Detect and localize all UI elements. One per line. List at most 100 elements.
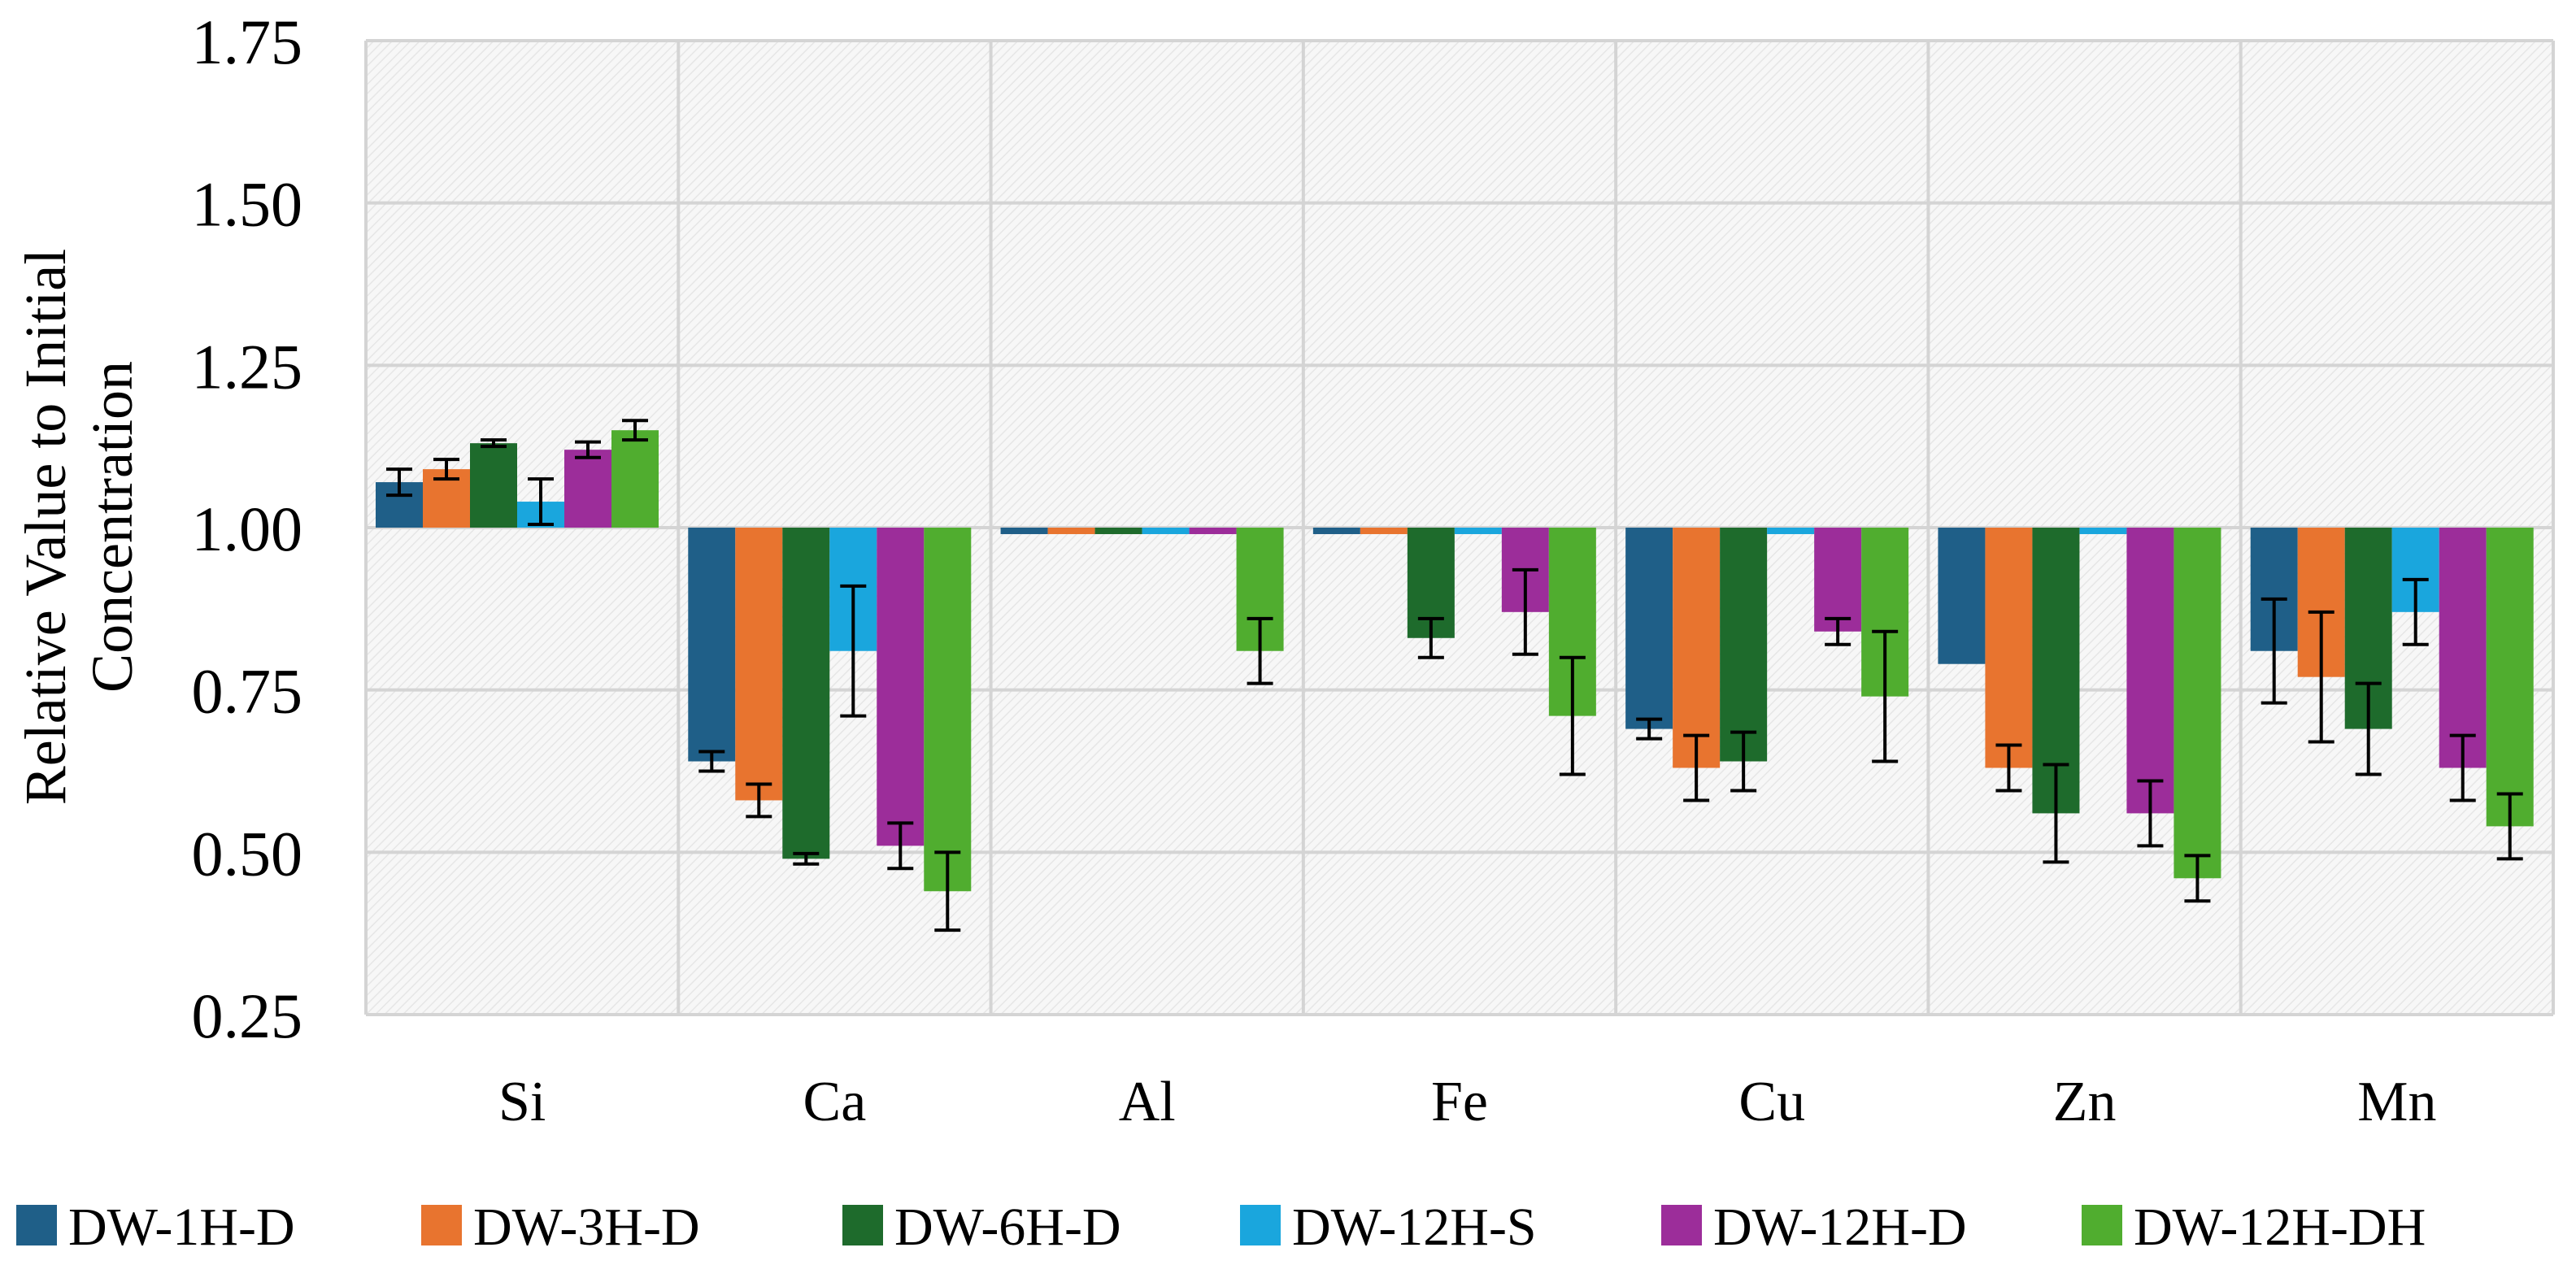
- bar-dw-12h-d-cu: [1814, 528, 1862, 632]
- error-bar-dw-12h-dh-mn: [2496, 792, 2523, 861]
- y-axis-title: Relative Value to InitialConcentration: [13, 249, 145, 806]
- legend-item-dw-6h-d: DW-6H-D: [842, 1198, 1121, 1257]
- bar-dw-12h-dh-mn: [2486, 528, 2534, 827]
- legend-item-dw-1h-d: DW-1H-D: [16, 1198, 295, 1257]
- error-bar-dw-6h-d-fe: [1417, 616, 1444, 659]
- error-bar-dw-6h-d-mn: [2355, 681, 2382, 776]
- legend-item-dw-12h-d: DW-12H-D: [1661, 1198, 1967, 1257]
- bar-series-group: [376, 430, 2534, 892]
- bar-dw-3h-d-ca: [735, 528, 783, 801]
- error-bar-dw-12h-d-zn: [2137, 779, 2164, 848]
- error-bar-dw-12h-d-fe: [1512, 567, 1538, 656]
- bar-dw-12h-d-ca: [877, 528, 925, 846]
- error-bar-dw-12h-dh-fe: [1559, 655, 1586, 776]
- error-bar-dw-3h-d-si: [433, 458, 459, 481]
- bar-dw-3h-d-al: [1047, 528, 1095, 534]
- x-tick-label: Cu: [1738, 1071, 1805, 1133]
- error-bar-dw-6h-d-cu: [1730, 730, 1757, 793]
- bar-dw-1h-d-fe: [1312, 528, 1360, 534]
- legend-label: DW-6H-D: [894, 1198, 1121, 1257]
- y-tick-label: 1.75: [192, 7, 303, 77]
- error-bar-dw-1h-d-si: [386, 467, 412, 498]
- bar-dw-6h-d-al: [1094, 528, 1142, 534]
- legend-item-dw-3h-d: DW-3H-D: [421, 1198, 700, 1257]
- error-bar-dw-12h-dh-zn: [2184, 854, 2211, 903]
- y-axis-title-line: Relative Value to Initial: [13, 249, 78, 806]
- error-bar-dw-12h-d-cu: [1825, 616, 1852, 646]
- error-bar-dw-12h-dh-al: [1247, 616, 1273, 685]
- y-axis-label: Relative Value to InitialConcentration: [13, 249, 145, 806]
- y-axis-title-line: Concentration: [80, 361, 145, 693]
- legend-swatch: [1661, 1205, 1702, 1245]
- legend-label: DW-1H-D: [68, 1198, 295, 1257]
- bar-dw-12h-d-mn: [2439, 528, 2487, 768]
- legend-swatch: [16, 1205, 57, 1245]
- bar-dw-1h-d-zn: [1938, 528, 1986, 664]
- x-tick-label: Si: [498, 1071, 546, 1133]
- error-bar-dw-6h-d-zn: [2043, 763, 2069, 864]
- legend-label: DW-12H-DH: [2134, 1198, 2426, 1257]
- bar-dw-12h-s-cu: [1767, 528, 1815, 534]
- bar-dw-12h-s-al: [1142, 528, 1190, 534]
- y-tick-label: 1.00: [192, 493, 303, 564]
- x-tick-label: Zn: [2053, 1071, 2117, 1133]
- legend-label: DW-3H-D: [473, 1198, 700, 1257]
- bar-dw-1h-d-ca: [688, 528, 736, 762]
- y-tick-label: 0.75: [192, 656, 303, 727]
- legend: DW-1H-D DW-3H-D DW-6H-D DW-12H-S DW-12H-D DW-…: [16, 1198, 2426, 1257]
- bar-dw-6h-d-cu: [1720, 528, 1768, 762]
- legend-item-dw-12h-s: DW-12H-S: [1240, 1198, 1537, 1257]
- y-tick-label: 1.50: [192, 169, 303, 240]
- legend-label: DW-12H-D: [1713, 1198, 1967, 1257]
- bar-dw-12h-s-zn: [2079, 528, 2127, 534]
- bar-dw-3h-d-zn: [1985, 528, 2033, 768]
- error-bar-dw-12h-dh-ca: [934, 850, 961, 932]
- bar-dw-12h-dh-si: [611, 430, 659, 528]
- bar-dw-12h-d-zn: [2126, 528, 2174, 814]
- bar-dw-12h-d-al: [1189, 528, 1237, 534]
- bar-dw-12h-dh-zn: [2174, 528, 2221, 879]
- bar-dw-1h-d-al: [1000, 528, 1048, 534]
- bar-dw-6h-d-ca: [782, 528, 830, 859]
- x-tick-label: Al: [1119, 1071, 1176, 1133]
- legend-swatch: [2082, 1205, 2122, 1245]
- x-tick-label: Ca: [803, 1071, 867, 1133]
- error-bar-dw-6h-d-si: [481, 438, 507, 449]
- error-bar-dw-1h-d-ca: [698, 750, 725, 773]
- error-bar-dw-3h-d-ca: [746, 782, 772, 819]
- legend-swatch: [1240, 1205, 1281, 1245]
- bar-dw-3h-d-fe: [1360, 528, 1408, 534]
- legend-label: DW-12H-S: [1292, 1198, 1537, 1257]
- error-bar-dw-12h-d-si: [575, 440, 601, 459]
- error-bars-group: [386, 419, 2523, 932]
- error-bar-dw-12h-dh-si: [622, 419, 648, 442]
- error-bar-dw-3h-d-cu: [1683, 733, 1710, 802]
- error-bar-dw-6h-d-ca: [793, 851, 820, 866]
- bar-dw-12h-dh-ca: [924, 528, 972, 892]
- x-tick-label: Fe: [1431, 1071, 1488, 1133]
- y-axis-ticks: 0.25 0.50 0.75 1.00 1.25 1.50 1.75: [192, 7, 303, 1051]
- x-axis-ticks: Si Ca Al Fe Cu Zn Mn: [498, 1071, 2437, 1133]
- legend-swatch: [421, 1205, 462, 1245]
- error-bar-dw-12h-s-ca: [840, 584, 867, 718]
- error-bar-dw-3h-d-mn: [2308, 610, 2334, 744]
- x-tick-label: Mn: [2357, 1071, 2436, 1133]
- bar-dw-1h-d-cu: [1625, 528, 1673, 729]
- error-bar-dw-1h-d-mn: [2261, 597, 2287, 705]
- error-bar-dw-12h-dh-cu: [1872, 629, 1899, 763]
- error-bar-dw-3h-d-zn: [1995, 743, 2022, 793]
- legend-item-dw-12h-dh: DW-12H-DH: [2082, 1198, 2426, 1257]
- error-bar-dw-12h-d-ca: [887, 821, 914, 871]
- y-tick-label: 1.25: [192, 331, 303, 402]
- legend-swatch: [842, 1205, 883, 1245]
- error-bar-dw-12h-d-mn: [2449, 733, 2476, 802]
- y-tick-label: 0.25: [192, 980, 303, 1051]
- error-bar-dw-1h-d-cu: [1636, 717, 1663, 741]
- error-bar-dw-12h-s-si: [528, 477, 554, 527]
- bar-dw-12h-d-si: [564, 450, 611, 528]
- bar-dw-6h-d-si: [470, 443, 517, 528]
- bar-dw-3h-d-cu: [1673, 528, 1721, 768]
- bar-dw-12h-s-fe: [1454, 528, 1502, 534]
- y-tick-label: 0.50: [192, 818, 303, 889]
